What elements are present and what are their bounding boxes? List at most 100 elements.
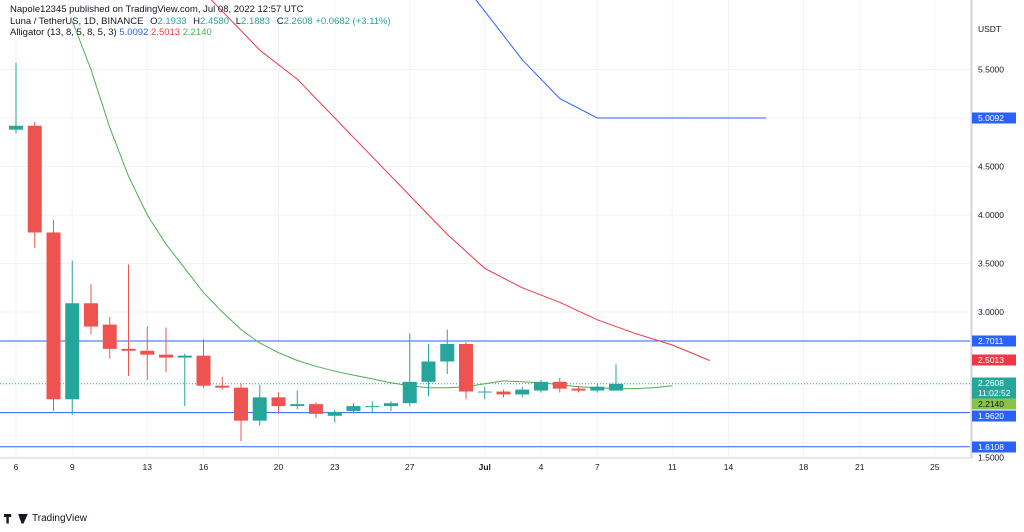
candle-body bbox=[215, 386, 229, 388]
x-tick-label: 27 bbox=[405, 462, 415, 472]
candle-body bbox=[140, 351, 154, 355]
candle bbox=[159, 328, 173, 373]
candle-body bbox=[497, 392, 511, 395]
candle bbox=[272, 393, 286, 414]
x-tick-label: 4 bbox=[539, 462, 544, 472]
price-label-last: 2.2608 bbox=[972, 378, 1016, 389]
candle-body bbox=[47, 232, 61, 399]
candle-body bbox=[572, 389, 586, 391]
high-value: 2.4580 bbox=[200, 16, 229, 27]
candle bbox=[28, 122, 42, 248]
x-tick-label: 11 bbox=[668, 462, 677, 472]
candle bbox=[9, 63, 23, 134]
candle-body bbox=[290, 404, 304, 406]
publisher-line: Napole12345 published on TradingView.com… bbox=[10, 4, 391, 16]
indicator-line: Alligator (13, 8, 5, 8, 5, 3) 5.0092 2.5… bbox=[10, 27, 391, 39]
symbol-name[interactable]: Luna / TetherUS, 1D, BINANCE bbox=[10, 16, 143, 27]
x-tick-label: 13 bbox=[143, 462, 153, 472]
candle-body bbox=[122, 349, 136, 351]
candle-body bbox=[309, 404, 323, 414]
candle bbox=[534, 380, 548, 393]
candle bbox=[253, 385, 267, 426]
candle bbox=[553, 378, 567, 393]
candle-body bbox=[197, 356, 211, 386]
candle-body bbox=[515, 390, 529, 395]
candle bbox=[309, 402, 323, 418]
symbol-line: Luna / TetherUS, 1D, BINANCE O2.1933 H2.… bbox=[10, 16, 391, 28]
candle-body bbox=[365, 406, 379, 407]
candle bbox=[328, 410, 342, 423]
candle-body bbox=[28, 126, 42, 233]
candle-body bbox=[403, 382, 417, 403]
price-label-hline: 1.6108 bbox=[972, 442, 1016, 453]
low-value: 2.1883 bbox=[241, 16, 270, 27]
teeth-value: 2.5013 bbox=[151, 27, 180, 38]
price-label-text: 2.5013 bbox=[978, 355, 1004, 365]
candle-body bbox=[253, 397, 267, 420]
tradingview-logo-mark-icon bbox=[18, 514, 28, 524]
indicator-name[interactable]: Alligator (13, 8, 5, 8, 5, 3) bbox=[10, 27, 117, 38]
candle bbox=[459, 342, 473, 399]
candle bbox=[515, 387, 529, 398]
x-tick-label: 7 bbox=[595, 462, 600, 472]
close-value: 2.2608 bbox=[284, 16, 313, 27]
candle-body bbox=[103, 325, 117, 349]
close-label: C bbox=[277, 16, 284, 27]
candle bbox=[440, 329, 454, 374]
candle-body bbox=[328, 412, 342, 416]
candle-body bbox=[422, 361, 436, 381]
candle-body bbox=[159, 355, 173, 358]
candle bbox=[215, 377, 229, 390]
x-tick-label: 25 bbox=[930, 462, 940, 472]
candle bbox=[234, 384, 248, 441]
lips-value: 2.2140 bbox=[183, 27, 212, 38]
alligator-lips-line bbox=[72, 21, 672, 389]
candle-body bbox=[84, 303, 98, 326]
candle bbox=[497, 390, 511, 398]
legend: Napole12345 published on TradingView.com… bbox=[10, 4, 391, 39]
price-label-teeth: 2.5013 bbox=[972, 355, 1016, 366]
candle-body bbox=[590, 387, 604, 391]
price-label-hline: 1.9620 bbox=[972, 411, 1016, 422]
y-tick-label: 5.5000 bbox=[978, 65, 1004, 75]
candle bbox=[403, 333, 417, 406]
candle bbox=[422, 344, 436, 396]
alligator-jaw-line bbox=[447, 0, 766, 118]
candles bbox=[9, 63, 623, 441]
x-tick-label: Jul bbox=[479, 462, 491, 472]
candle-body bbox=[178, 356, 192, 358]
candle bbox=[609, 364, 623, 390]
candle bbox=[365, 401, 379, 413]
candle bbox=[197, 339, 211, 388]
high-label: H bbox=[193, 16, 200, 27]
price-label-text: 2.7011 bbox=[978, 336, 1004, 346]
candle bbox=[478, 387, 492, 400]
x-tick-label: 21 bbox=[855, 462, 865, 472]
candle-body bbox=[347, 406, 361, 411]
candle bbox=[47, 220, 61, 411]
alligator-teeth-line bbox=[185, 0, 710, 361]
footer: TradingView bbox=[4, 513, 87, 524]
candle bbox=[178, 354, 192, 406]
y-tick-label: 3.5000 bbox=[978, 259, 1004, 269]
candle bbox=[290, 391, 304, 409]
candle-body bbox=[65, 303, 79, 399]
candle-body bbox=[272, 397, 286, 406]
candle bbox=[65, 261, 79, 415]
tradingview-logo-icon bbox=[4, 514, 20, 524]
candle-body bbox=[553, 382, 567, 389]
candle bbox=[384, 401, 398, 411]
price-label-text: 1.6108 bbox=[978, 442, 1004, 452]
x-tick-label: 20 bbox=[274, 462, 284, 472]
candle bbox=[103, 317, 117, 359]
candle-body bbox=[534, 382, 548, 391]
candle-body bbox=[9, 126, 23, 130]
price-label-text: 2.2140 bbox=[978, 399, 1004, 409]
candle-body bbox=[459, 344, 473, 392]
price-label-lips: 2.2140 bbox=[972, 399, 1016, 410]
change-value: +0.0682 (+3.11%) bbox=[315, 16, 390, 27]
candle bbox=[347, 403, 361, 413]
x-tick-label: 14 bbox=[724, 462, 734, 472]
